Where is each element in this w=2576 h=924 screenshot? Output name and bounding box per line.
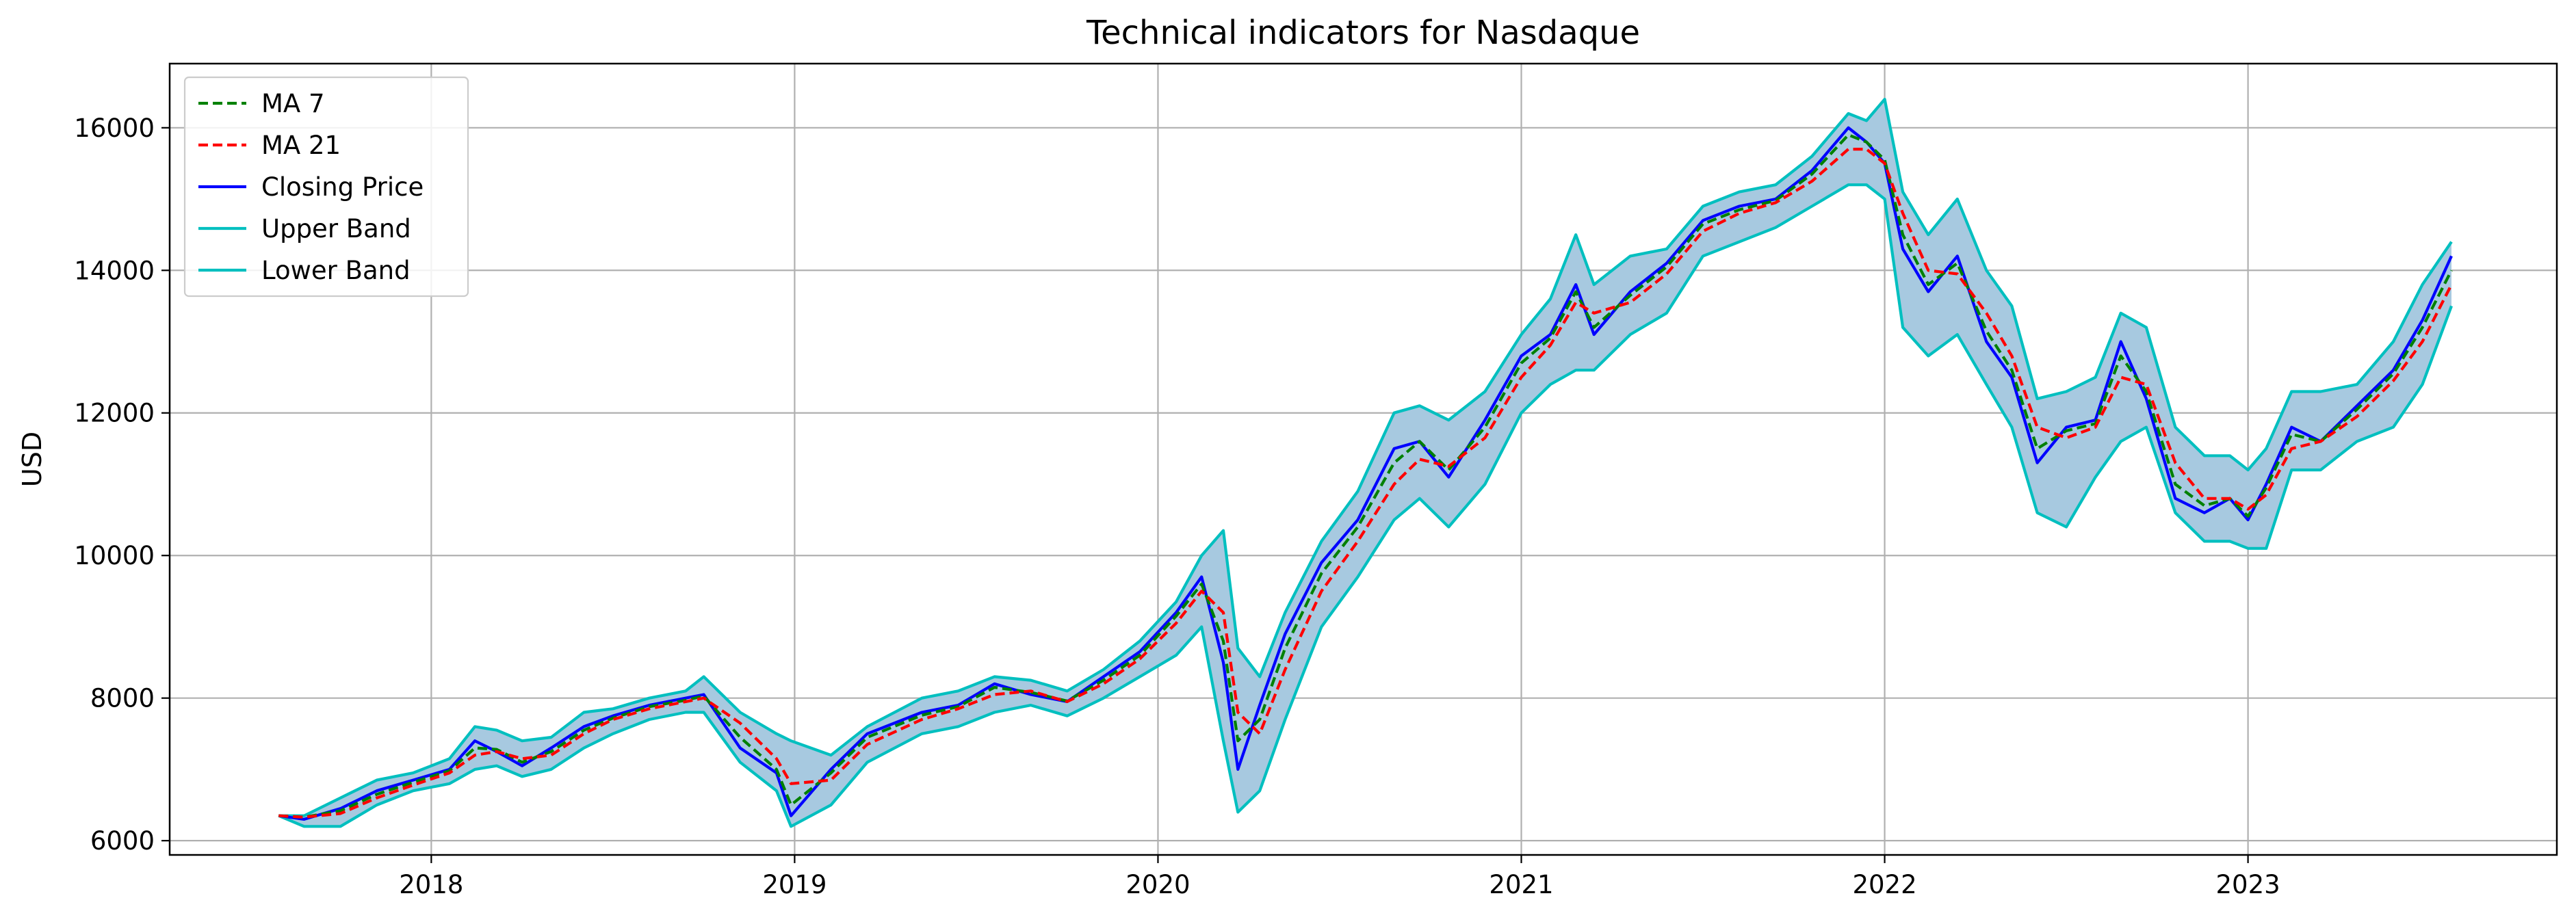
tick-layer: 2018 2019 2020 2021 2022 2023 6000 8000 10000 120… bbox=[74, 114, 2280, 899]
legend-label: Closing Price bbox=[261, 172, 424, 202]
ma21-line bbox=[278, 148, 2453, 819]
ma7-line bbox=[278, 133, 2453, 819]
y-tick-label: 14000 bbox=[74, 256, 155, 285]
legend-label: Upper Band bbox=[261, 214, 411, 243]
legend-box bbox=[183, 76, 469, 298]
x-tick-label: 2022 bbox=[1852, 870, 1916, 899]
y-tick-label: 12000 bbox=[74, 399, 155, 428]
lower-band-line bbox=[278, 183, 2453, 828]
x-tick-label: 2018 bbox=[399, 870, 463, 899]
legend-label: Lower Band bbox=[261, 256, 411, 285]
legend-label: MA 7 bbox=[261, 89, 325, 118]
chart-title: Technical indicators for Nasdaque bbox=[1086, 14, 1640, 52]
y-tick-label: 8000 bbox=[90, 684, 155, 713]
legend: MA 7 MA 21 Closing Price Upper Band Lower Ba… bbox=[183, 76, 469, 298]
x-tick-label: 2023 bbox=[2216, 870, 2280, 899]
y-tick-label: 10000 bbox=[74, 541, 155, 570]
x-tick-label: 2019 bbox=[762, 870, 827, 899]
x-tick-label: 2020 bbox=[1126, 870, 1190, 899]
y-tick-label: 6000 bbox=[90, 826, 155, 856]
bollinger-band-fill bbox=[278, 99, 2451, 827]
data-layer bbox=[278, 98, 2453, 828]
y-axis-label: USD bbox=[17, 432, 47, 487]
legend-label: MA 21 bbox=[261, 131, 341, 160]
axes-frame bbox=[168, 62, 2558, 856]
upper-band-line bbox=[278, 98, 2453, 817]
x-tick-label: 2021 bbox=[1489, 870, 1553, 899]
y-tick-label: 16000 bbox=[74, 114, 155, 143]
